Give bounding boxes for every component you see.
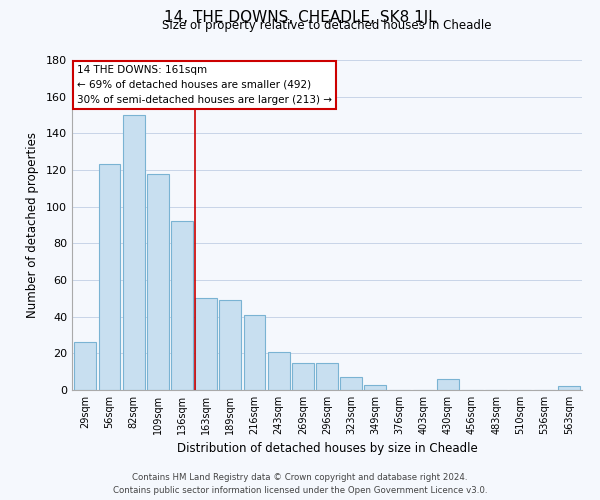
Bar [437, 379, 459, 390]
Bar [220, 300, 241, 390]
Bar [364, 384, 386, 390]
Bar [98, 164, 121, 390]
Y-axis label: Number of detached properties: Number of detached properties [26, 132, 39, 318]
Bar [268, 352, 290, 390]
Bar [123, 115, 145, 390]
Bar [171, 222, 193, 390]
Text: 14 THE DOWNS: 161sqm
← 69% of detached houses are smaller (492)
30% of semi-deta: 14 THE DOWNS: 161sqm ← 69% of detached h… [77, 65, 332, 104]
Bar [292, 362, 314, 390]
Bar [340, 377, 362, 390]
Text: 14, THE DOWNS, CHEADLE, SK8 1JL: 14, THE DOWNS, CHEADLE, SK8 1JL [164, 10, 436, 25]
Title: Size of property relative to detached houses in Cheadle: Size of property relative to detached ho… [162, 20, 492, 32]
Bar [316, 362, 338, 390]
Bar [558, 386, 580, 390]
Bar [244, 315, 265, 390]
Text: Contains HM Land Registry data © Crown copyright and database right 2024.
Contai: Contains HM Land Registry data © Crown c… [113, 474, 487, 495]
X-axis label: Distribution of detached houses by size in Cheadle: Distribution of detached houses by size … [176, 442, 478, 456]
Bar [147, 174, 169, 390]
Bar [195, 298, 217, 390]
Bar [74, 342, 96, 390]
